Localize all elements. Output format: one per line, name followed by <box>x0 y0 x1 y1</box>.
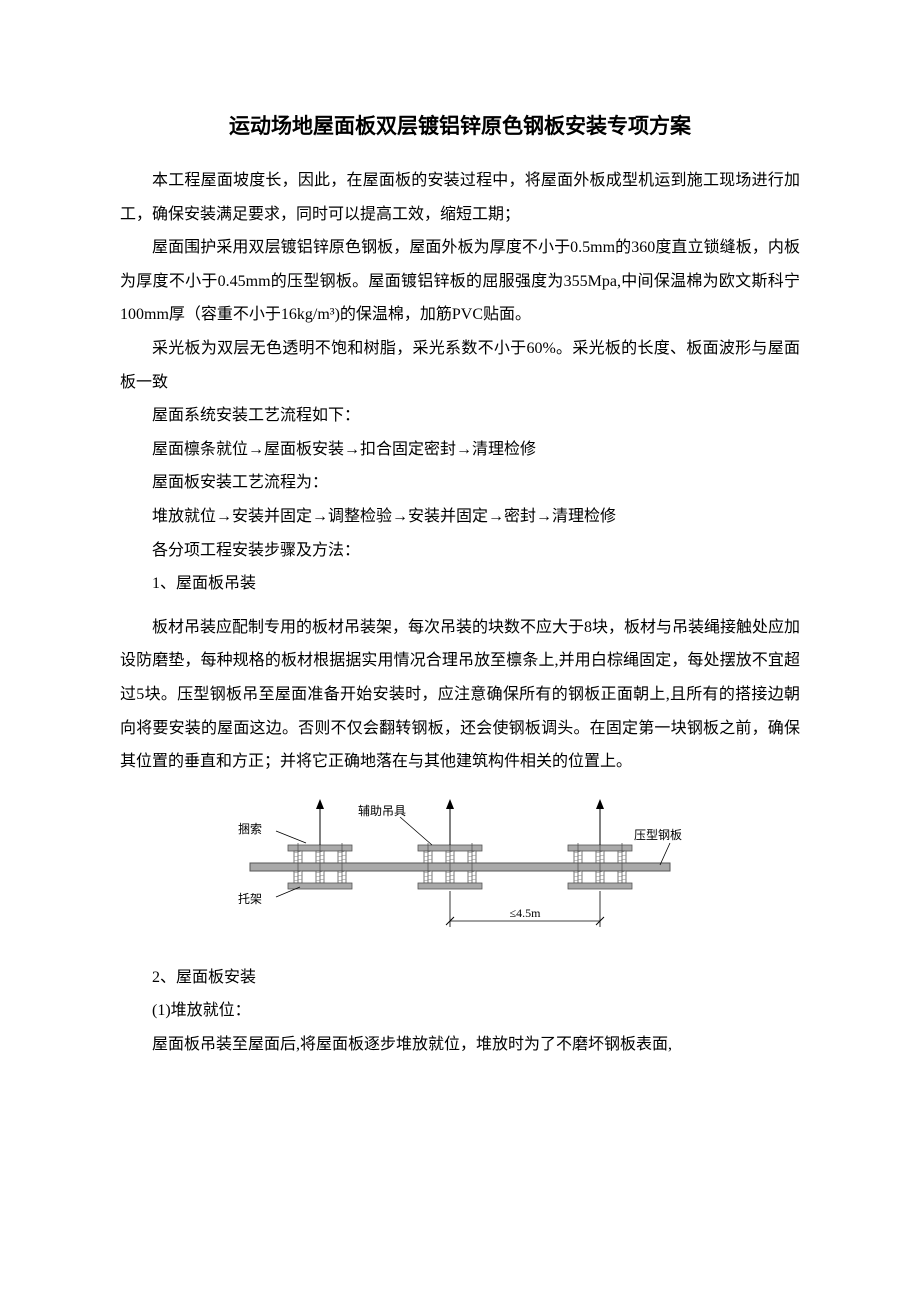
paragraph-1: 本工程屋面坡度长，因此，在屋面板的安装过程中，将屋面外板成型机运到施工现场进行加… <box>120 164 800 231</box>
paragraph-13: 屋面板吊装至屋面后,将屋面板逐步堆放就位，堆放时为了不磨坏钢板表面, <box>120 1028 800 1062</box>
hoisting-diagram: 捆索 辅助吊具压型钢板托架 ≤4.5m <box>230 793 690 943</box>
svg-text:捆索: 捆索 <box>238 822 262 836</box>
paragraph-3: 采光板为双层无色透明不饱和树脂，采光系数不小于60%。采光板的长度、板面波形与屋… <box>120 332 800 399</box>
paragraph-4: 屋面系统安装工艺流程如下： <box>120 399 800 433</box>
paragraph-10: 板材吊装应配制专用的板材吊装架，每次吊装的块数不应大于8块，板材与吊装绳接触处应… <box>120 611 800 779</box>
paragraph-8: 各分项工程安装步骤及方法： <box>120 534 800 568</box>
svg-text:≤4.5m: ≤4.5m <box>510 906 542 920</box>
paragraph-11: 2、屋面板安装 <box>120 961 800 995</box>
paragraph-6: 屋面板安装工艺流程为： <box>120 466 800 500</box>
paragraph-9: 1、屋面板吊装 <box>120 567 800 601</box>
paragraph-5: 屋面檩条就位→屋面板安装→扣合固定密封→清理检修 <box>120 433 800 467</box>
svg-text:压型钢板: 压型钢板 <box>634 828 682 842</box>
spacer <box>120 601 800 611</box>
page-title: 运动场地屋面板双层镀铝锌原色钢板安装专项方案 <box>120 110 800 140</box>
svg-text:托架: 托架 <box>238 892 262 906</box>
paragraph-12: (1)堆放就位： <box>120 994 800 1028</box>
paragraph-2: 屋面围护采用双层镀铝锌原色钢板，屋面外板为厚度不小于0.5mm的360度直立锁缝… <box>120 231 800 332</box>
diagram-container: 捆索 辅助吊具压型钢板托架 ≤4.5m <box>120 793 800 943</box>
document-page: 运动场地屋面板双层镀铝锌原色钢板安装专项方案 本工程屋面坡度长，因此，在屋面板的… <box>0 0 920 1121</box>
svg-text:辅助吊具: 辅助吊具 <box>358 804 406 818</box>
paragraph-7: 堆放就位→安装并固定→调整检验→安装并固定→密封→清理检修 <box>120 500 800 534</box>
